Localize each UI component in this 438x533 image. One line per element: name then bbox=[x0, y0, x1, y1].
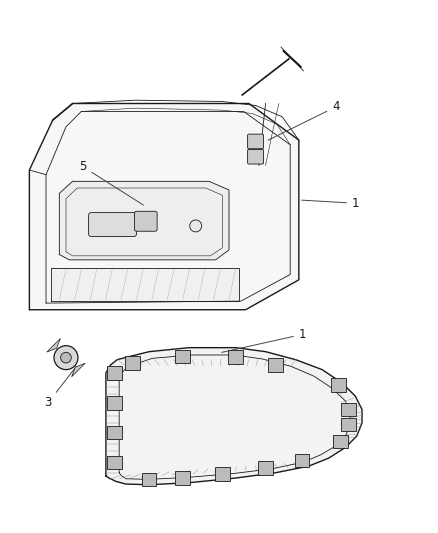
FancyBboxPatch shape bbox=[333, 435, 348, 448]
FancyBboxPatch shape bbox=[142, 473, 156, 486]
Text: 3: 3 bbox=[44, 367, 76, 409]
Text: 5: 5 bbox=[79, 160, 144, 205]
Polygon shape bbox=[71, 364, 85, 377]
Polygon shape bbox=[29, 103, 299, 310]
Polygon shape bbox=[51, 268, 239, 301]
FancyBboxPatch shape bbox=[228, 350, 243, 364]
FancyBboxPatch shape bbox=[247, 134, 264, 149]
FancyBboxPatch shape bbox=[341, 403, 356, 416]
FancyBboxPatch shape bbox=[175, 471, 190, 484]
Text: 1: 1 bbox=[222, 328, 306, 352]
FancyBboxPatch shape bbox=[107, 426, 122, 440]
FancyBboxPatch shape bbox=[125, 357, 140, 369]
FancyBboxPatch shape bbox=[175, 350, 190, 363]
FancyBboxPatch shape bbox=[88, 213, 137, 237]
FancyBboxPatch shape bbox=[247, 149, 264, 164]
Polygon shape bbox=[47, 338, 60, 352]
FancyBboxPatch shape bbox=[295, 454, 310, 467]
FancyBboxPatch shape bbox=[134, 211, 157, 231]
Circle shape bbox=[190, 220, 202, 232]
Polygon shape bbox=[106, 348, 362, 484]
FancyBboxPatch shape bbox=[215, 467, 230, 481]
FancyBboxPatch shape bbox=[341, 418, 356, 432]
FancyBboxPatch shape bbox=[107, 366, 122, 379]
FancyBboxPatch shape bbox=[268, 358, 283, 372]
FancyBboxPatch shape bbox=[258, 462, 273, 475]
FancyBboxPatch shape bbox=[107, 456, 122, 470]
Polygon shape bbox=[59, 181, 229, 260]
Circle shape bbox=[54, 346, 78, 369]
Text: 1: 1 bbox=[302, 197, 360, 210]
Circle shape bbox=[60, 352, 71, 363]
FancyBboxPatch shape bbox=[107, 396, 122, 409]
Text: 4: 4 bbox=[268, 100, 339, 140]
FancyBboxPatch shape bbox=[332, 378, 346, 392]
